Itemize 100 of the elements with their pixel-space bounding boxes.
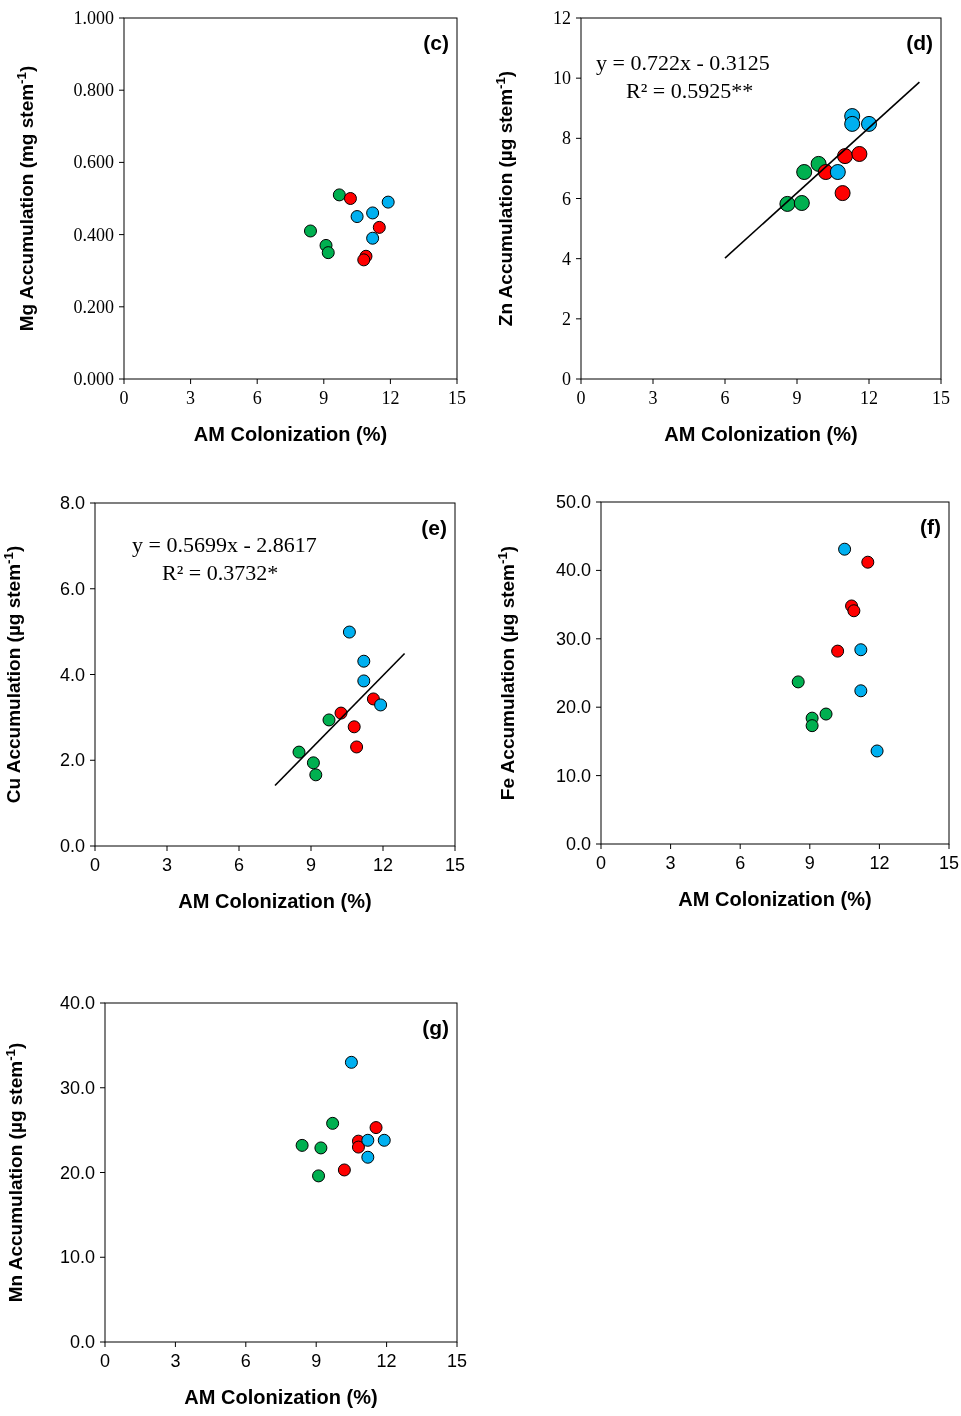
point bbox=[838, 542, 852, 556]
point bbox=[350, 210, 364, 224]
text: (e) bbox=[421, 516, 447, 539]
x-tick-label: 9 bbox=[319, 388, 329, 408]
x-axis-title: AM Colonization (%) bbox=[184, 1386, 378, 1408]
point bbox=[372, 220, 386, 234]
point bbox=[306, 756, 320, 770]
y-tick-label: 40.0 bbox=[555, 560, 591, 581]
y-tick-label: 2.0 bbox=[59, 750, 85, 771]
y-tick-label: 8 bbox=[562, 128, 571, 149]
y-tick-label: 10 bbox=[553, 68, 571, 89]
y-tick-label: 8.0 bbox=[59, 493, 85, 513]
x-axis-title: AM Colonization (%) bbox=[193, 423, 388, 445]
y-tick-label: 0.0 bbox=[69, 1332, 95, 1352]
y-tick-label: 30.0 bbox=[59, 1077, 95, 1098]
x-tick-label: 12 bbox=[381, 388, 400, 408]
x-tick-label: 15 bbox=[932, 388, 950, 408]
point bbox=[844, 115, 861, 132]
x-tick-label: 3 bbox=[161, 855, 173, 875]
x-tick-label: 15 bbox=[446, 1351, 468, 1371]
point bbox=[366, 231, 380, 245]
y-tick-label: 6.0 bbox=[59, 578, 85, 599]
x-tick-label: 9 bbox=[792, 388, 802, 408]
annotation: y = 0.722x - 0.3125 bbox=[596, 50, 770, 75]
point bbox=[791, 675, 805, 689]
x-axis-title: AM Colonization (%) bbox=[664, 423, 858, 445]
annotation: y = 0.5699x - 2.8617 bbox=[132, 532, 317, 557]
x-tick-label: 3 bbox=[170, 1351, 181, 1371]
point bbox=[837, 148, 853, 165]
x-tick-label: 0 bbox=[595, 853, 607, 873]
y-tick-label: 0.200 bbox=[73, 296, 114, 317]
y-tick-label: 2 bbox=[562, 308, 571, 329]
y-tick-label: 4.0 bbox=[59, 664, 85, 685]
x-tick-label: 6 bbox=[240, 1351, 251, 1371]
point bbox=[332, 188, 346, 202]
y-tick-label: 30.0 bbox=[555, 628, 591, 649]
annotation: R² = 0.5925** bbox=[626, 78, 754, 103]
point bbox=[351, 1140, 365, 1154]
x-axis-title: AM Colonization (%) bbox=[178, 890, 372, 912]
point bbox=[374, 698, 388, 712]
y-tick-label: 10.0 bbox=[555, 765, 591, 786]
annotation: R² = 0.3732* bbox=[162, 560, 279, 585]
y-tick-label: 4 bbox=[562, 248, 571, 269]
point bbox=[369, 1121, 383, 1135]
x-tick-label: 3 bbox=[186, 388, 196, 408]
y-tick-label: 12 bbox=[553, 8, 571, 28]
point bbox=[342, 625, 356, 639]
point bbox=[303, 224, 317, 238]
point bbox=[861, 555, 875, 569]
point bbox=[314, 1141, 328, 1155]
y-tick-label: 0 bbox=[562, 369, 571, 389]
x-tick-label: 3 bbox=[648, 388, 658, 408]
y-tick-label: 6 bbox=[562, 188, 571, 209]
x-tick-label: 12 bbox=[869, 853, 890, 873]
x-tick-label: 6 bbox=[735, 853, 746, 873]
y-tick-label: 0.800 bbox=[73, 80, 114, 101]
y-tick-label: 20.0 bbox=[59, 1162, 95, 1183]
point bbox=[377, 1133, 391, 1147]
point bbox=[870, 744, 884, 758]
point bbox=[344, 1055, 358, 1069]
point bbox=[834, 185, 851, 202]
point bbox=[309, 768, 323, 782]
point bbox=[854, 643, 868, 657]
point bbox=[295, 1138, 309, 1152]
x-tick-label: 9 bbox=[804, 853, 815, 873]
text: (c) bbox=[423, 31, 449, 54]
point bbox=[793, 195, 810, 212]
point bbox=[819, 707, 833, 721]
point bbox=[357, 253, 371, 267]
point bbox=[292, 745, 306, 759]
x-tick-label: 15 bbox=[938, 853, 960, 873]
text: (g) bbox=[422, 1016, 449, 1039]
x-tick-label: 12 bbox=[376, 1351, 397, 1371]
text: (d) bbox=[906, 31, 933, 54]
point bbox=[337, 1163, 351, 1177]
point bbox=[350, 740, 364, 754]
text: (f) bbox=[920, 515, 941, 538]
x-tick-label: 0 bbox=[119, 388, 129, 408]
y-tick-label: 40.0 bbox=[59, 993, 95, 1013]
point bbox=[361, 1133, 375, 1147]
point bbox=[361, 1150, 375, 1164]
point bbox=[381, 195, 395, 209]
x-tick-label: 6 bbox=[252, 388, 262, 408]
x-tick-label: 6 bbox=[720, 388, 730, 408]
point bbox=[357, 674, 371, 688]
y-tick-label: 1.000 bbox=[73, 8, 114, 28]
x-tick-label: 3 bbox=[665, 853, 676, 873]
x-tick-label: 9 bbox=[311, 1351, 322, 1371]
y-tick-label: 0.600 bbox=[73, 152, 114, 173]
point bbox=[851, 145, 868, 162]
point bbox=[322, 713, 336, 727]
point bbox=[847, 604, 861, 618]
x-tick-label: 15 bbox=[448, 388, 466, 408]
point bbox=[326, 1116, 340, 1130]
y-tick-label: 50.0 bbox=[555, 492, 591, 512]
point bbox=[321, 246, 335, 260]
point bbox=[343, 192, 357, 205]
y-tick-label: 0.000 bbox=[73, 369, 114, 389]
point bbox=[829, 164, 846, 181]
x-tick-label: 6 bbox=[233, 855, 245, 875]
